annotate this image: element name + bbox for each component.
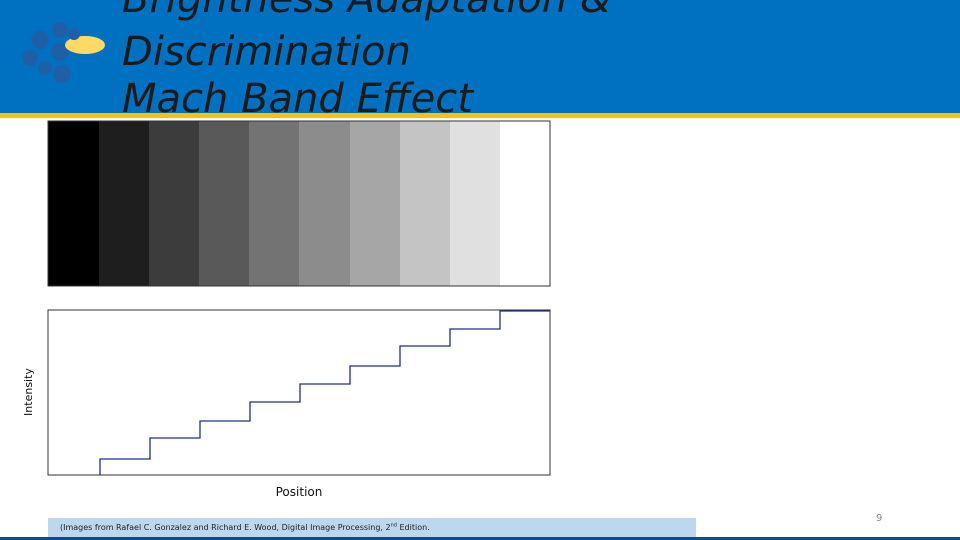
plot-frame: [47, 309, 551, 476]
x-axis-label: Position: [276, 485, 323, 499]
citation-text: (Images from Rafael C. Gonzalez and Rich…: [60, 523, 391, 532]
logo: [22, 22, 105, 83]
y-axis-label: Intensity: [22, 368, 35, 416]
staircase: [99, 310, 550, 475]
citation-superscript: nd: [390, 522, 397, 529]
header-rule: [0, 113, 960, 118]
title-line: Mach Band Effect: [122, 76, 474, 122]
citation: (Images from Rafael C. Gonzalez and Rich…: [48, 518, 696, 537]
footer-rule: [0, 537, 960, 540]
gray-bands: [47, 120, 551, 287]
title-line: Discrimination: [122, 29, 411, 75]
title-line: Brightness Adaptation &: [122, 0, 611, 22]
header-band: [0, 0, 960, 113]
citation-text: Edition.: [396, 523, 430, 532]
page-number: 9: [876, 513, 883, 524]
